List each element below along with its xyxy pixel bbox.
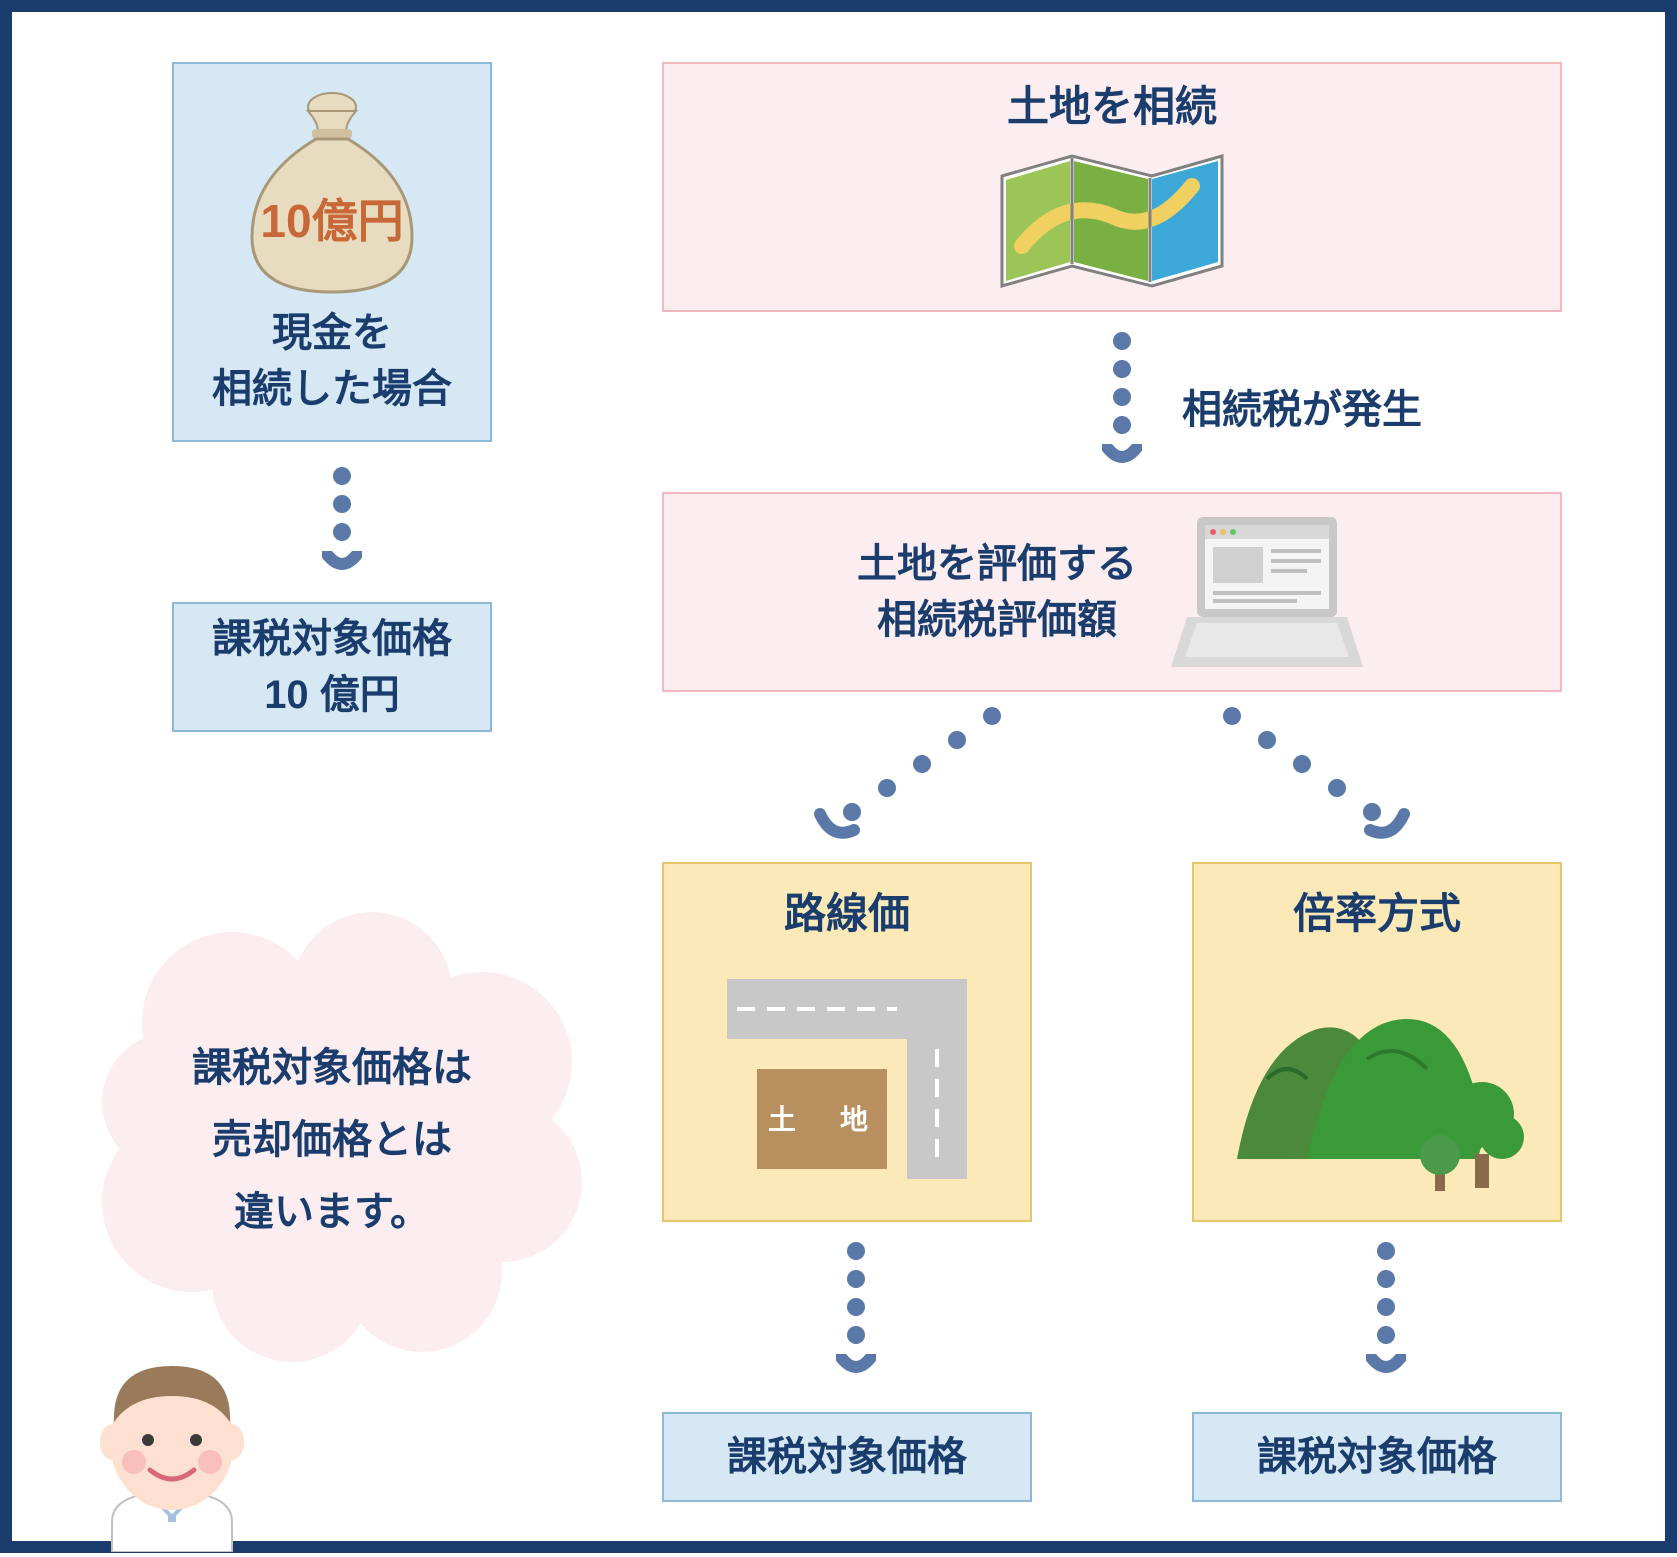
arrow-land-to-eval [1102, 322, 1142, 474]
result2-label: 課税対象価格 [1257, 1429, 1497, 1485]
speech-line2: 売却価格とは [82, 1104, 582, 1176]
arrow-label-tax: 相続税が発生 [1182, 382, 1422, 438]
method2-box: 倍率方式 [1192, 862, 1562, 1222]
arrow-cash-to-result [322, 457, 362, 581]
eval-line2: 相続税評価額 [857, 592, 1137, 648]
land-map-icon [992, 146, 1232, 296]
result1-label: 課税対象価格 [727, 1429, 967, 1485]
eval-box: 土地を評価する 相続税評価額 [662, 492, 1562, 692]
cash-box-line2: 相続した場合 [212, 361, 452, 417]
method1-title: 路線価 [784, 885, 910, 944]
arrow-to-method2 [1212, 702, 1432, 852]
land-inherit-title: 土地を相続 [1007, 78, 1217, 137]
speech-line1: 課税対象価格は [82, 1032, 582, 1104]
road-price-icon: 土 地 [707, 959, 987, 1199]
cash-result-line1: 課税対象価格 [212, 611, 452, 667]
money-bag-amount: 10億円 [260, 195, 403, 247]
cash-box-line1: 現金を [212, 305, 452, 361]
laptop-icon [1167, 507, 1367, 677]
method2-title: 倍率方式 [1293, 885, 1461, 944]
speech-bubble: 課税対象価格は 売却価格とは 違います。 [82, 902, 582, 1402]
land-inherit-box: 土地を相続 [662, 62, 1562, 312]
arrow-m2-to-result [1366, 1232, 1406, 1384]
arrow-m1-to-result [836, 1232, 876, 1384]
method1-box: 路線価 土 地 [662, 862, 1032, 1222]
mountain-tree-icon [1227, 959, 1527, 1199]
cash-inherit-box: 10億円 現金を 相続した場合 [172, 62, 492, 442]
land-label: 土 地 [768, 1104, 876, 1135]
diagram-container: 10億円 現金を 相続した場合 課税対象価格 10 億円 [0, 0, 1677, 1553]
person-icon [72, 1352, 272, 1557]
cash-result-box: 課税対象価格 10 億円 [172, 602, 492, 732]
eval-line1: 土地を評価する [857, 536, 1137, 592]
arrow-to-method1 [792, 702, 1012, 852]
money-bag-icon: 10億円 [232, 87, 432, 297]
result2-box: 課税対象価格 [1192, 1412, 1562, 1502]
speech-line3: 違います。 [82, 1176, 582, 1248]
cash-result-line2: 10 億円 [212, 667, 452, 723]
result1-box: 課税対象価格 [662, 1412, 1032, 1502]
